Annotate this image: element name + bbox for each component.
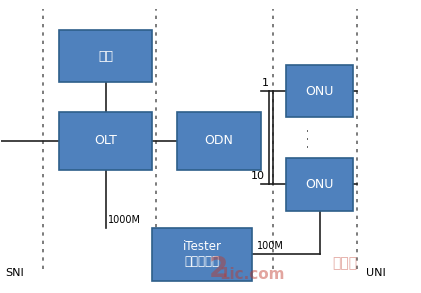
FancyBboxPatch shape (286, 65, 353, 117)
Text: 2: 2 (209, 255, 229, 283)
Text: 1ic.com: 1ic.com (220, 267, 285, 282)
Text: 1000M: 1000M (108, 215, 141, 225)
Text: ONU: ONU (305, 85, 334, 98)
Text: 电子网: 电子网 (332, 256, 357, 270)
FancyBboxPatch shape (177, 112, 261, 170)
Text: 网管: 网管 (98, 50, 113, 63)
Text: 10: 10 (251, 171, 265, 181)
FancyBboxPatch shape (59, 112, 152, 170)
FancyBboxPatch shape (59, 30, 152, 82)
Text: SNI: SNI (5, 268, 24, 278)
FancyBboxPatch shape (286, 158, 353, 211)
Text: · · ·: · · · (303, 128, 316, 148)
Text: UNI: UNI (366, 268, 386, 278)
Text: 100M: 100M (257, 241, 283, 251)
FancyBboxPatch shape (152, 228, 253, 281)
Text: iTester
网络测试仪: iTester 网络测试仪 (183, 240, 221, 268)
Text: 1: 1 (262, 78, 269, 88)
Text: ONU: ONU (305, 178, 334, 191)
Text: ODN: ODN (205, 134, 233, 147)
Text: OLT: OLT (94, 134, 117, 147)
